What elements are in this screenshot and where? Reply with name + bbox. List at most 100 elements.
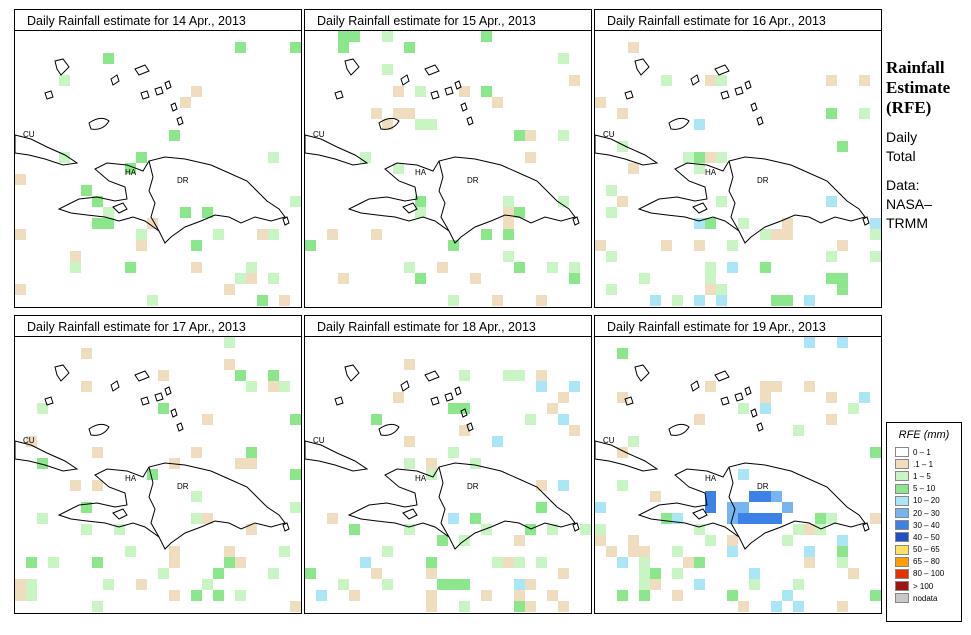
rainfall-cell xyxy=(371,229,382,240)
cuba-coastline xyxy=(305,440,369,472)
rainfall-cell xyxy=(70,251,81,262)
label-cu: CU xyxy=(23,436,35,445)
rainfall-cell xyxy=(213,229,224,240)
rainfall-cell xyxy=(382,31,393,42)
rainfall-cell xyxy=(694,240,705,251)
rainfall-cell xyxy=(536,381,547,392)
rainfall-cell xyxy=(213,590,224,601)
rainfall-cell xyxy=(826,196,837,207)
island-coastline xyxy=(634,58,650,76)
rainfall-cell xyxy=(628,436,639,447)
map-frame: CU HA DR xyxy=(304,336,592,614)
rainfall-cell xyxy=(92,447,103,458)
rainfall-cell xyxy=(727,535,738,546)
side-title-3: (RFE) xyxy=(886,98,932,117)
rainfall-cell xyxy=(639,568,650,579)
legend-item: 80 – 100 xyxy=(895,568,961,580)
island-coastline xyxy=(110,74,120,86)
rainfall-cell xyxy=(371,414,382,425)
island-coastline xyxy=(862,522,870,532)
rainfall-cell xyxy=(705,381,716,392)
rainfall-cell xyxy=(558,130,569,141)
rainfall-cell xyxy=(191,491,202,502)
rainfall-cell xyxy=(525,130,536,141)
island-coastline xyxy=(88,117,110,130)
panel-title: Daily Rainfall estimate for 14 Apr., 201… xyxy=(14,9,302,31)
rainfall-cell xyxy=(481,229,492,240)
island-coastline xyxy=(402,508,418,520)
rainfall-cell xyxy=(136,152,147,163)
rainfall-cell xyxy=(514,557,525,568)
legend-label: 80 – 100 xyxy=(913,569,945,579)
rainfall-cell xyxy=(338,42,349,53)
legend-item: 1 – 5 xyxy=(895,470,961,482)
rainfall-cell xyxy=(547,403,558,414)
side-period: Daily Total xyxy=(886,128,970,166)
rainfall-cell xyxy=(661,240,672,251)
rainfall-cell xyxy=(514,601,525,612)
panel-title: Daily Rainfall estimate for 16 Apr., 201… xyxy=(594,9,882,31)
cuba-coastline xyxy=(15,134,79,166)
rainfall-cell xyxy=(470,458,481,469)
legend-item: > 100 xyxy=(895,580,961,592)
rainfall-cell xyxy=(525,524,536,535)
rainfall-cell xyxy=(738,513,749,524)
rainfall-cell xyxy=(103,579,114,590)
rainfall-cell xyxy=(716,284,727,295)
rainfall-cell xyxy=(393,108,404,119)
island-coastline xyxy=(454,80,462,90)
rainfall-cell xyxy=(782,295,793,306)
rainfall-cell xyxy=(514,130,525,141)
rainfall-cell xyxy=(147,218,158,229)
legend-item: 65 – 80 xyxy=(895,556,961,568)
rainfall-cell xyxy=(103,53,114,64)
rainfall-cell xyxy=(459,425,470,436)
island-coastline xyxy=(734,86,744,96)
rainfall-cell xyxy=(837,273,848,284)
island-coastline xyxy=(282,216,290,226)
rainfall-cell xyxy=(327,513,338,524)
legend-label: nodata xyxy=(913,593,938,603)
rainfall-cell xyxy=(393,86,404,97)
rainfall-map: CU HA DR xyxy=(595,42,881,306)
rainfall-cell xyxy=(26,579,37,590)
legend-rows: 0 – 1 .1 – 1 1 – 5 5 – 10 10 – 20 20 – 30 30 –… xyxy=(887,446,961,604)
island-coastline xyxy=(54,58,70,76)
rainfall-cell xyxy=(782,502,793,513)
island-coastline xyxy=(454,386,462,396)
rainfall-cell xyxy=(290,601,301,612)
rainfall-cell xyxy=(481,524,492,535)
rainfall-cell xyxy=(448,579,459,590)
cuba-coastline xyxy=(15,440,79,472)
rainfall-cell xyxy=(716,75,727,86)
rainfall-cell xyxy=(136,229,147,240)
island-coastline xyxy=(112,508,128,520)
rainfall-cell xyxy=(547,590,558,601)
legend-label: 20 – 30 xyxy=(913,508,940,518)
island-coastline xyxy=(692,508,708,520)
rainfall-cell xyxy=(191,513,202,524)
rainfall-cell xyxy=(804,337,815,348)
rainfall-cell xyxy=(514,262,525,273)
rainfall-cell xyxy=(426,568,437,579)
island-coastline xyxy=(690,380,700,392)
rainfall-cell xyxy=(705,262,716,273)
legend-swatch xyxy=(895,544,909,555)
rainfall-cell xyxy=(503,370,514,381)
rainfall-cell xyxy=(268,568,279,579)
rainfall-cell xyxy=(224,337,235,348)
side-nasa: NASA– xyxy=(886,196,932,212)
rainfall-cell xyxy=(503,229,514,240)
rainfall-cell xyxy=(371,568,382,579)
legend-swatch xyxy=(895,568,909,579)
panel-title: Daily Rainfall estimate for 17 Apr., 201… xyxy=(14,315,302,337)
rainfall-cell xyxy=(738,502,749,513)
rainfall-cell xyxy=(92,480,103,491)
island-coastline xyxy=(634,364,650,382)
legend-label: 0 – 1 xyxy=(913,447,931,457)
panel-title: Daily Rainfall estimate for 19 Apr., 201… xyxy=(594,315,882,337)
label-cu: CU xyxy=(603,436,615,445)
rainfall-cell xyxy=(459,403,470,414)
rainfall-cell xyxy=(793,579,804,590)
rainfall-cell xyxy=(771,491,782,502)
